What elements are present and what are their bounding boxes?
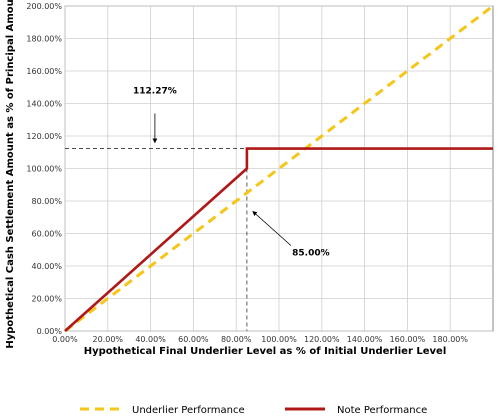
- x-axis-title: Hypothetical Final Underlier Level as % …: [84, 346, 447, 357]
- y-tick-label: 160.00%: [26, 67, 62, 76]
- legend-label: Note Performance: [337, 405, 427, 416]
- legend-item-underlier: Underlier Performance: [80, 405, 245, 416]
- y-tick-label: 0.00%: [37, 327, 63, 336]
- x-tick-label: 0.00%: [52, 335, 78, 344]
- y-tick-label: 180.00%: [26, 35, 62, 44]
- y-tick-label: 120.00%: [26, 132, 62, 141]
- y-tick-label: 140.00%: [26, 100, 62, 109]
- series-lines: [64, 4, 494, 333]
- y-tick-labels: 0.00% 20.00% 40.00% 60.00% 80.00% 100.00% 120.…: [26, 2, 62, 336]
- x-tick-label: 120.00%: [304, 335, 340, 344]
- x-tick-label: 140.00%: [347, 335, 383, 344]
- reference-lines: [65, 148, 248, 331]
- legend-item-note: Note Performance: [285, 405, 427, 416]
- x-tick-labels: 0.00% 20.00% 40.00% 60.00% 80.00% 100.00% 120.…: [52, 335, 468, 344]
- legend: Underlier Performance Note Performance: [80, 405, 427, 416]
- legend-label: Underlier Performance: [132, 405, 245, 416]
- x-tick-label: 80.00%: [221, 335, 252, 344]
- x-tick-label: 160.00%: [390, 335, 426, 344]
- x-tick-label: 60.00%: [178, 335, 209, 344]
- y-tick-label: 100.00%: [26, 165, 62, 174]
- grid: [64, 5, 494, 332]
- x-tick-label: 20.00%: [93, 335, 124, 344]
- x-tick-label: 100.00%: [261, 335, 297, 344]
- annotation-label-threshold: 85.00%: [292, 249, 330, 259]
- x-tick-label: 40.00%: [135, 335, 166, 344]
- y-axis-title: Hypothetical Cash Settlement Amount as %…: [5, 0, 16, 349]
- x-tick-label: 180.00%: [432, 335, 468, 344]
- y-tick-label: 60.00%: [31, 230, 62, 239]
- annotations: 112.27% 85.00%: [133, 87, 330, 259]
- annotation-label-cap: 112.27%: [133, 87, 177, 97]
- y-tick-label: 200.00%: [26, 2, 62, 11]
- note-performance-line: [64, 147, 493, 332]
- y-tick-label: 80.00%: [31, 197, 62, 206]
- y-tick-label: 40.00%: [31, 262, 62, 271]
- y-tick-label: 20.00%: [31, 295, 62, 304]
- annotation-arrow-threshold: [252, 210, 292, 246]
